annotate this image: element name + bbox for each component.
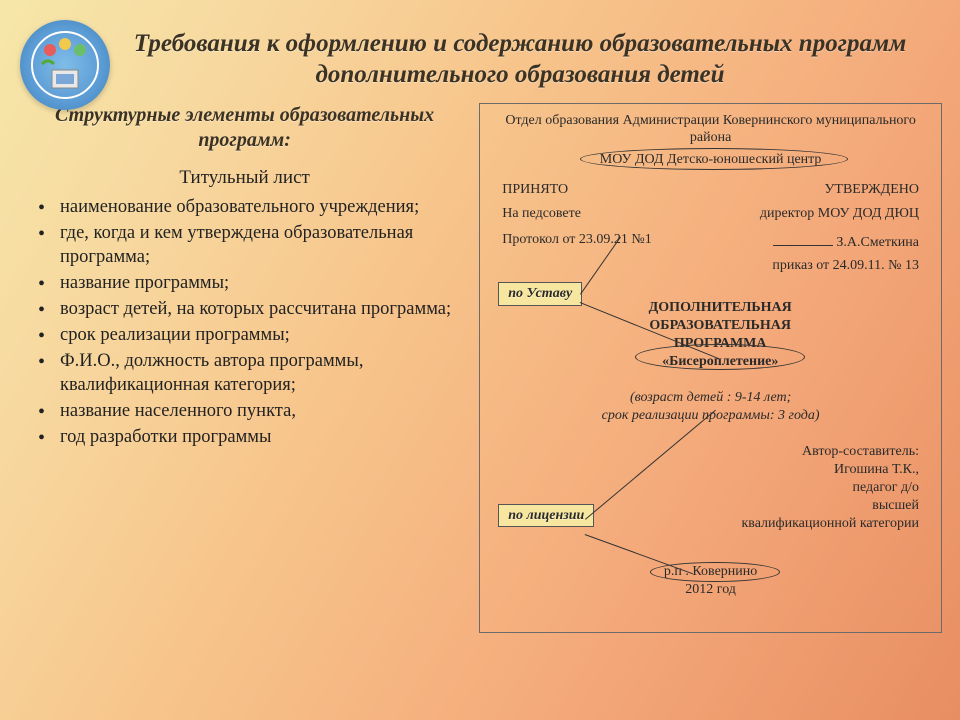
doc-department: Отдел образования Администрации Ковернин… — [480, 112, 941, 147]
section-subhead: Структурные элементы образовательных про… — [28, 103, 461, 153]
age-line: (возраст детей : 9-14 лет; — [480, 390, 941, 406]
signature-blank — [773, 232, 833, 246]
approved-label: УТВЕРЖДЕНО — [824, 182, 919, 198]
author-l3: педагог д/о — [852, 480, 919, 496]
accepted-label: ПРИНЯТО — [502, 182, 568, 198]
list-item: срок реализации программы; — [38, 323, 461, 347]
left-column: Структурные элементы образовательных про… — [28, 103, 461, 633]
year-line: 2012 год — [480, 582, 941, 598]
content-row: Структурные элементы образовательных про… — [0, 97, 960, 633]
tag-ustav: по Уставу — [498, 282, 582, 306]
tag-license: по лицензии — [498, 504, 594, 527]
page-title: Требования к оформлению и содержанию обр… — [0, 0, 960, 97]
author-l4: высшей — [872, 498, 919, 514]
protocol-line: Протокол от 23.09.21 №1 — [502, 232, 652, 248]
list-item: название населенного пункта, — [38, 399, 461, 423]
pedsovet-line: На педсовете — [502, 206, 581, 222]
logo-icon — [30, 30, 100, 100]
order-line: приказ от 24.09.11. № 13 — [772, 258, 919, 274]
tag-license-text: по лицензии — [508, 508, 584, 523]
list-item: наименование образовательного учреждения… — [38, 195, 461, 219]
director-line: директор МОУ ДОД ДЮЦ — [760, 206, 919, 222]
term-line: срок реализации программы: 3 года) — [480, 408, 941, 424]
sample-document: Отдел образования Администрации Ковернин… — [479, 103, 942, 633]
prog-line1: ДОПОЛНИТЕЛЬНАЯ — [590, 300, 850, 316]
list-item: название программы; — [38, 271, 461, 295]
list-item: где, когда и кем утверждена образователь… — [38, 221, 461, 269]
list-item: Ф.И.О., должность автора программы, квал… — [38, 349, 461, 397]
connector-lic-1 — [585, 409, 716, 519]
author-l2: Игошина Т.К., — [834, 462, 919, 478]
ellipse-school-icon — [580, 148, 848, 170]
signer-name: З.А.Сметкина — [836, 235, 919, 250]
logo-badge — [20, 20, 110, 110]
lead-line: Титульный лист — [28, 167, 461, 189]
author-l1: Автор-составитель: — [802, 444, 919, 460]
list-item: возраст детей, на которых рассчитана про… — [38, 297, 461, 321]
bullet-list: наименование образовательного учреждения… — [28, 195, 461, 449]
signer-line: З.А.Сметкина — [773, 232, 919, 251]
author-l5: квалификационной категории — [741, 516, 919, 532]
list-item: год разработки программы — [38, 425, 461, 449]
ellipse-progname-icon — [635, 344, 805, 370]
prog-line2: ОБРАЗОВАТЕЛЬНАЯ — [590, 318, 850, 334]
